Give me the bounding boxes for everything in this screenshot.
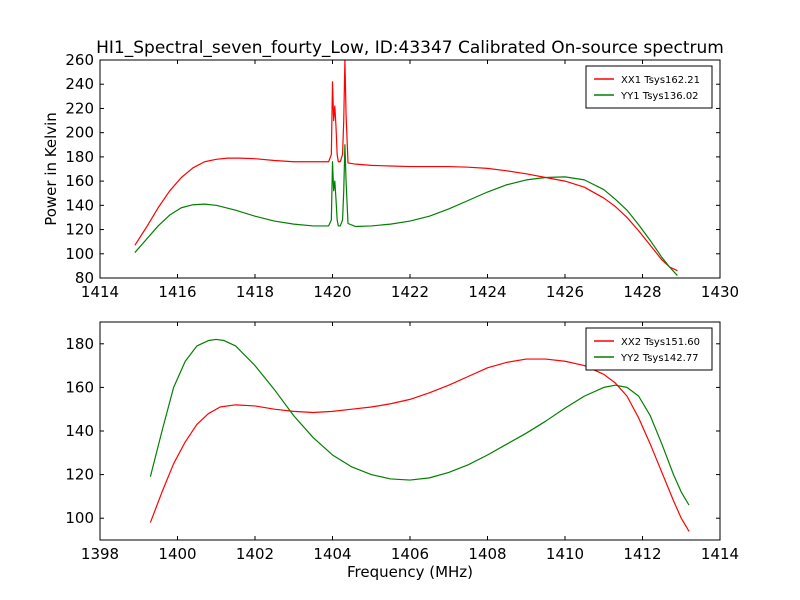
x-tick-label: 1398: [81, 545, 119, 563]
y-axis-label: Power in Kelvin: [42, 112, 60, 226]
y-tick-label: 160: [65, 378, 94, 396]
bottom-panel: 1398 1400 1402 1404 1406 1408 1410 1412 1414 100 1…: [65, 321, 739, 563]
y-tick-label: 140: [65, 196, 94, 214]
x-tick-label: 1410: [546, 545, 584, 563]
x-tick-label: 1426: [546, 283, 584, 301]
x-tick-label: 1408: [468, 545, 506, 563]
series-line-2-1: [149, 358, 690, 532]
y-tick-label: 120: [65, 221, 94, 239]
x-tick-label: 1418: [236, 283, 274, 301]
y-tick-label: 240: [65, 75, 94, 93]
y-tick-label: 180: [65, 148, 94, 166]
y-tick-label: 220: [65, 99, 94, 117]
x-tick-label: 1400: [158, 545, 196, 563]
legend-box-2: [585, 327, 713, 371]
x-tick-label: 1430: [701, 283, 739, 301]
legend-label: YY2 Tsys142.77: [620, 353, 699, 364]
y-tick-label: 200: [65, 124, 94, 142]
x-tick-label: 1404: [313, 545, 351, 563]
x-tick-label: 1414: [701, 545, 739, 563]
series-line-1-1: [134, 60, 678, 272]
x-tick-label: 1412: [623, 545, 661, 563]
y-tick-label: 80: [75, 269, 94, 287]
y-tick-label: 260: [65, 51, 94, 69]
x-axis-label: Frequency (MHz): [347, 563, 473, 581]
legend-label: YY1 Tsys136.02: [620, 91, 699, 102]
legend-label: XX2 Tsys151.60: [621, 337, 700, 348]
x-tick-label: 1420: [313, 283, 351, 301]
series-line-1-2: [134, 144, 678, 276]
x-tick-label: 1406: [391, 545, 429, 563]
top-panel: 1414 1416 1418 1420 1422 1424 1426 1428 1430 80 10…: [65, 51, 739, 301]
figure-title: HI1_Spectral_seven_fourty_Low, ID:43347 …: [96, 38, 724, 58]
x-tick-label: 1428: [623, 283, 661, 301]
y-tick-label: 160: [65, 172, 94, 190]
y-tick-label: 100: [65, 245, 94, 263]
series-line-2-2: [149, 338, 690, 506]
y-tick-label: 180: [65, 335, 94, 353]
legend-box-1: [585, 65, 713, 109]
x-tick-label: 1422: [391, 283, 429, 301]
legend-label: XX1 Tsys162.21: [621, 75, 700, 86]
x-tick-label: 1424: [468, 283, 506, 301]
x-tick-label: 1416: [158, 283, 196, 301]
x-tick-label: 1414: [81, 283, 119, 301]
y-tick-label: 100: [65, 509, 94, 527]
y-tick-label: 120: [65, 466, 94, 484]
x-tick-label: 1402: [236, 545, 274, 563]
y-tick-label: 140: [65, 422, 94, 440]
